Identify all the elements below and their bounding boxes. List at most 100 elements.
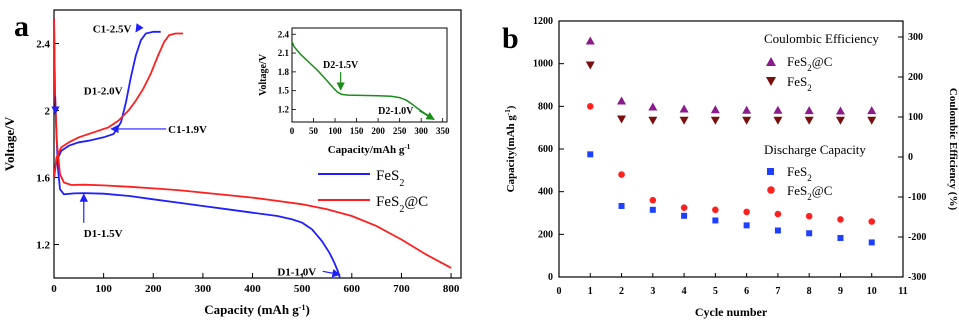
y-tick-label: 1200 <box>533 16 553 27</box>
y2-tick-label: -100 <box>908 192 926 203</box>
data-point-square <box>618 202 625 209</box>
data-point-triangle-down <box>585 61 595 70</box>
data-point-square <box>681 212 688 219</box>
legend-label-dc-fes2: FeS2 <box>787 164 812 183</box>
data-point-triangle-down <box>804 116 814 125</box>
y2-tick-label: 100 <box>908 112 923 123</box>
x-tick-label: 300 <box>195 283 212 295</box>
y-tick-label: 0 <box>548 272 553 283</box>
data-point-circle <box>743 208 750 216</box>
data-point-triangle-up <box>835 106 845 115</box>
inset-series-line <box>292 41 435 121</box>
panel-b-x-ticks: 0 1 2 3 4 5 6 7 8 9 10 11 <box>557 273 908 297</box>
panel-b-y-ticks: 0 200 400 600 800 1000 1200 <box>533 16 564 283</box>
annotation-label: D1-1.0V <box>277 266 316 278</box>
legend-marker-triangle-up <box>766 57 776 66</box>
x-tick-label: 100 <box>95 283 112 295</box>
y2-tick-label: 0 <box>908 152 913 163</box>
data-point-triangle-up <box>648 102 658 111</box>
x-tick-label: 7 <box>775 286 780 297</box>
x-tick-label: 0 <box>51 283 57 295</box>
panel-a-plot-frame <box>53 9 462 279</box>
inset-y-tick-label: 2.4 <box>278 29 290 39</box>
data-point-circle <box>680 204 688 211</box>
legend-marker-circle <box>767 186 775 194</box>
inset-line <box>292 41 435 121</box>
data-point-circle <box>837 216 844 223</box>
x-tick-label: 400 <box>244 283 261 295</box>
inset-x-tick-label: 200 <box>371 126 385 136</box>
data-point-circle <box>805 212 813 220</box>
data-point-circle <box>586 103 594 110</box>
data-point-triangle-down <box>867 116 877 125</box>
panel-a: a 0 100 200 300 400 500 600 700 800 1.21.622.4 C… <box>2 9 462 317</box>
annotation-arrow <box>322 269 341 278</box>
panel-b-x-axis-label: Cycle number <box>695 305 768 319</box>
legend-label-ce-fes2: FeS2 <box>787 74 812 93</box>
legend-label-fes2: FeS2 <box>376 168 404 189</box>
legend-marker-triangle-down <box>766 77 776 86</box>
data-point-square <box>587 151 594 158</box>
x-tick-label: 9 <box>838 286 843 297</box>
inset-x-ticks: 0 50 100 150 200 250 300 350 <box>290 118 450 136</box>
series-fes2-charge-line <box>54 30 161 178</box>
inset-x-tick-label: 250 <box>393 126 407 136</box>
inset-x-tick-label: 100 <box>328 126 342 136</box>
inset-x-tick-label: 0 <box>290 126 295 136</box>
x-tick-label: 1 <box>588 286 593 297</box>
y-tick-label: 400 <box>538 187 553 198</box>
y2-tick-label: -300 <box>908 272 926 283</box>
legend-label-fes2-c: FeS2@C <box>376 194 428 215</box>
data-point-circle <box>649 196 657 204</box>
inset-annotation-label: D2-1.0V <box>378 106 414 117</box>
data-point-triangle-up <box>585 36 595 45</box>
y-tick-label: 1.6 <box>36 173 50 185</box>
annotation-label: D1-2.0V <box>84 85 123 97</box>
data-point-triangle-up <box>742 105 752 114</box>
inset-y-tick-label: 1.8 <box>278 67 290 77</box>
series-fes2-c-charge-line <box>54 32 183 178</box>
inset-y-ticks: 1.2 1.5 1.8 2.1 2.4 <box>278 29 296 114</box>
x-tick-label: 2 <box>619 286 624 297</box>
panel-b-y-axis-label: Capacity(mAh g-1) <box>504 105 517 192</box>
panel-b-y2-axis-label: Coulombic Efficiency (%) <box>947 88 959 211</box>
data-point-triangle-down <box>617 115 627 124</box>
panel-a-legend: FeS2 FeS2@C <box>318 168 428 215</box>
y-tick-label: 2 <box>45 106 51 118</box>
annotation-label: C1-2.5V <box>93 23 132 35</box>
x-tick-label: 700 <box>393 283 410 295</box>
panel-b-y2-ticks: -300 -200 -100 0 100 200 300 <box>898 32 926 283</box>
data-point-triangle-up <box>617 96 627 105</box>
panel-b-legend: Coulombic Efficiency FeS2@C FeS2 Dischar… <box>764 31 879 202</box>
annotation-label: C1-1.9V <box>168 124 207 136</box>
y-tick-label: 2.4 <box>36 39 50 51</box>
data-point-circle <box>868 218 876 225</box>
inset-x-axis-label: Capacity/mAh g-1 <box>328 143 411 156</box>
y-tick-label: 600 <box>538 144 553 155</box>
inset-y-tick-label: 1.2 <box>278 104 290 114</box>
inset-x-tick-label: 300 <box>414 126 428 136</box>
annotation-arrow <box>135 23 144 33</box>
data-point-triangle-up <box>804 106 814 115</box>
data-point-triangle-down <box>710 116 720 125</box>
data-point-triangle-down <box>742 116 752 125</box>
x-tick-label: 6 <box>744 286 749 297</box>
data-point-square <box>837 234 844 241</box>
x-tick-label: 500 <box>294 283 311 295</box>
data-point-square <box>774 227 781 234</box>
annotation-label: D1-1.5V <box>84 228 123 240</box>
inset-x-tick-label: 150 <box>350 126 364 136</box>
data-point-triangle-down <box>773 116 783 125</box>
y-tick-label: 800 <box>538 101 553 112</box>
panel-a-x-ticks: 0 100 200 300 400 500 600 700 800 <box>51 273 460 295</box>
y-tick-label: 200 <box>538 229 553 240</box>
y-tick-label: 1.2 <box>36 240 50 252</box>
panel-a-x-axis-label: Capacity (mAh g-1) <box>204 302 310 317</box>
data-point-square <box>806 230 813 237</box>
series-fes2-c-discharge-line <box>54 18 452 269</box>
inset-plot-frame <box>291 27 448 123</box>
y2-tick-label: -200 <box>908 232 926 243</box>
series-fes2-discharge-line <box>54 18 341 278</box>
inset-x-tick-label: 350 <box>436 126 450 136</box>
